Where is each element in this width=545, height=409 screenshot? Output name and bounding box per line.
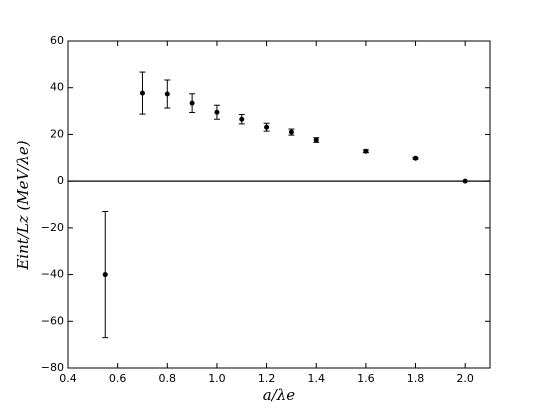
x-axis-label: a/λe [263, 386, 296, 404]
y-tick-label: −20 [41, 221, 64, 234]
y-tick-label: −40 [41, 268, 64, 281]
point [413, 155, 419, 161]
point [239, 116, 245, 122]
point [313, 137, 319, 143]
x-tick-label: 1.0 [208, 372, 226, 385]
y-tick-label: −80 [41, 361, 64, 374]
point [363, 148, 369, 154]
y-axis-label: Eint/Lz (MeV/λe) [14, 140, 32, 270]
y-tick-label: 60 [50, 34, 64, 47]
x-tick-label: 0.6 [109, 372, 127, 385]
point [102, 272, 108, 278]
point [164, 91, 170, 97]
point [189, 100, 195, 106]
point [214, 109, 220, 115]
axes-frame [67, 40, 491, 369]
point [139, 90, 145, 96]
y-tick-label: 20 [50, 127, 64, 140]
point [288, 129, 294, 135]
y-tick-label: 40 [50, 81, 64, 94]
x-tick-label: 0.8 [159, 372, 177, 385]
x-tick-label: 1.2 [258, 372, 276, 385]
point [462, 178, 468, 184]
y-tick-label: −60 [41, 314, 64, 327]
x-tick-label: 0.4 [59, 372, 77, 385]
x-tick-label: 2.0 [456, 372, 474, 385]
y-tick-label: 0 [57, 174, 64, 187]
x-tick-label: 1.6 [357, 372, 375, 385]
x-tick-label: 1.4 [307, 372, 325, 385]
x-tick-label: 1.8 [407, 372, 425, 385]
point [264, 124, 270, 130]
